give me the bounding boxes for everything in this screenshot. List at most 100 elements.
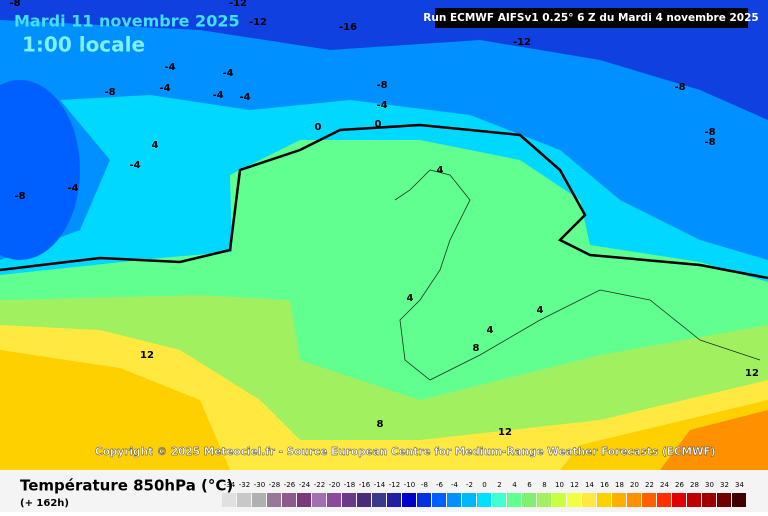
scale-swatch — [567, 493, 581, 507]
scale-label: 18 — [615, 481, 624, 489]
scale-label: -22 — [314, 481, 325, 489]
scale-label: 14 — [585, 481, 594, 489]
field-sixteen-west — [0, 350, 230, 470]
contour-label: 0 — [315, 122, 322, 133]
scale-swatch — [267, 493, 281, 507]
scale-swatch — [702, 493, 716, 507]
scale-swatch — [237, 493, 251, 507]
scale-label: -6 — [436, 481, 444, 489]
scale-label: -12 — [389, 481, 400, 489]
run-label: Run ECMWF AIFSv1 0.25° 6 Z du Mardi 4 no… — [423, 12, 758, 24]
scale-label: -32 — [239, 481, 250, 489]
scale-label: 8 — [542, 481, 546, 489]
scale-swatch — [597, 493, 611, 507]
scale-swatch — [492, 493, 506, 507]
contour-label: -8 — [674, 82, 685, 93]
contour-label: -4 — [129, 160, 140, 171]
scale-swatch — [222, 493, 236, 507]
color-scale: -34 -32 -30 -28 -26 -24 -22 -20 -18 -16 -14 -12 -10-… — [222, 481, 746, 507]
scale-swatch — [672, 493, 686, 507]
scale-swatch — [537, 493, 551, 507]
contour-label: -4 — [164, 62, 175, 73]
scale-label: -30 — [254, 481, 265, 489]
scale-label: -20 — [329, 481, 340, 489]
contour-label: -8 — [104, 87, 115, 98]
scale-swatch — [522, 493, 536, 507]
scale-label: -24 — [299, 481, 311, 489]
scale-swatch — [612, 493, 626, 507]
contour-label: -12 — [249, 17, 267, 28]
scale-label: 30 — [705, 481, 714, 489]
scale-label: -8 — [421, 481, 428, 489]
scale-swatch — [252, 493, 266, 507]
scale-swatch — [282, 493, 296, 507]
scale-label: 34 — [735, 481, 744, 489]
scale-swatch — [627, 493, 641, 507]
contour-label: 12 — [745, 368, 759, 379]
contour-label: -12 — [513, 37, 531, 48]
temperature-field — [0, 0, 768, 470]
scale-label: 12 — [570, 481, 579, 489]
time-label: 1:00 locale — [22, 33, 145, 57]
scale-label: -18 — [344, 481, 355, 489]
scale-label: 2 — [497, 481, 501, 489]
coastline — [394, 169, 761, 381]
contour-label: 4 — [537, 305, 544, 316]
field-twenty — [660, 410, 768, 470]
contour-label: 4 — [487, 325, 494, 336]
scale-label: 20 — [630, 481, 639, 489]
scale-label: 22 — [645, 481, 654, 489]
contour-label: -4 — [67, 183, 78, 194]
scale-swatch — [297, 493, 311, 507]
contour-label: 8 — [473, 343, 480, 354]
zero-isotherm — [0, 123, 768, 280]
scale-swatch — [312, 493, 326, 507]
date-label: Mardi 11 novembre 2025 — [14, 12, 240, 31]
contour-label: -8 — [704, 137, 715, 148]
scale-label: 16 — [600, 481, 609, 489]
scale-label: 26 — [675, 481, 684, 489]
contour-label: -8 — [704, 127, 715, 138]
scale-label: 24 — [660, 481, 669, 489]
scale-label: 0 — [482, 481, 486, 489]
scale-label: -10 — [404, 481, 415, 489]
scale-swatch — [417, 493, 431, 507]
scale-label: 4 — [512, 481, 517, 489]
scale-label: 28 — [690, 481, 699, 489]
scale-label: -28 — [269, 481, 280, 489]
scale-label: -4 — [451, 481, 459, 489]
contour-label: -4 — [159, 83, 170, 94]
contour-label: 8 — [377, 419, 384, 430]
contour-label: -16 — [339, 22, 357, 33]
scale-swatch — [687, 493, 701, 507]
scale-swatch — [462, 493, 476, 507]
contour-labels: -8 -12-12 -16-12-4-4-4-4 -4-8-8-40 0-8-8-84-… — [9, 0, 759, 438]
contour-label: -4 — [222, 68, 233, 79]
contour-label: 4 — [407, 293, 414, 304]
contour-label: 4 — [437, 165, 444, 176]
scale-swatch — [657, 493, 671, 507]
scale-swatch — [432, 493, 446, 507]
scale-label: 6 — [527, 481, 532, 489]
scale-label: 10 — [555, 481, 564, 489]
scale-swatch — [342, 493, 356, 507]
contour-label: -8 — [14, 191, 25, 202]
scale-swatch — [582, 493, 596, 507]
scale-swatch — [732, 493, 746, 507]
scale-swatch — [387, 493, 401, 507]
scale-swatch — [372, 493, 386, 507]
scale-swatch — [507, 493, 521, 507]
contour-label: -4 — [212, 90, 223, 101]
contour-label: -8 — [9, 0, 20, 9]
scale-label: -2 — [466, 481, 473, 489]
footer-title: Température 850hPa (°C) — [20, 477, 233, 495]
scale-label: -26 — [284, 481, 296, 489]
scale-label: -14 — [374, 481, 386, 489]
scale-swatch — [552, 493, 566, 507]
contour-label: 4 — [152, 140, 159, 151]
contour-label: -12 — [229, 0, 247, 9]
scale-swatch — [402, 493, 416, 507]
scale-swatch — [447, 493, 461, 507]
